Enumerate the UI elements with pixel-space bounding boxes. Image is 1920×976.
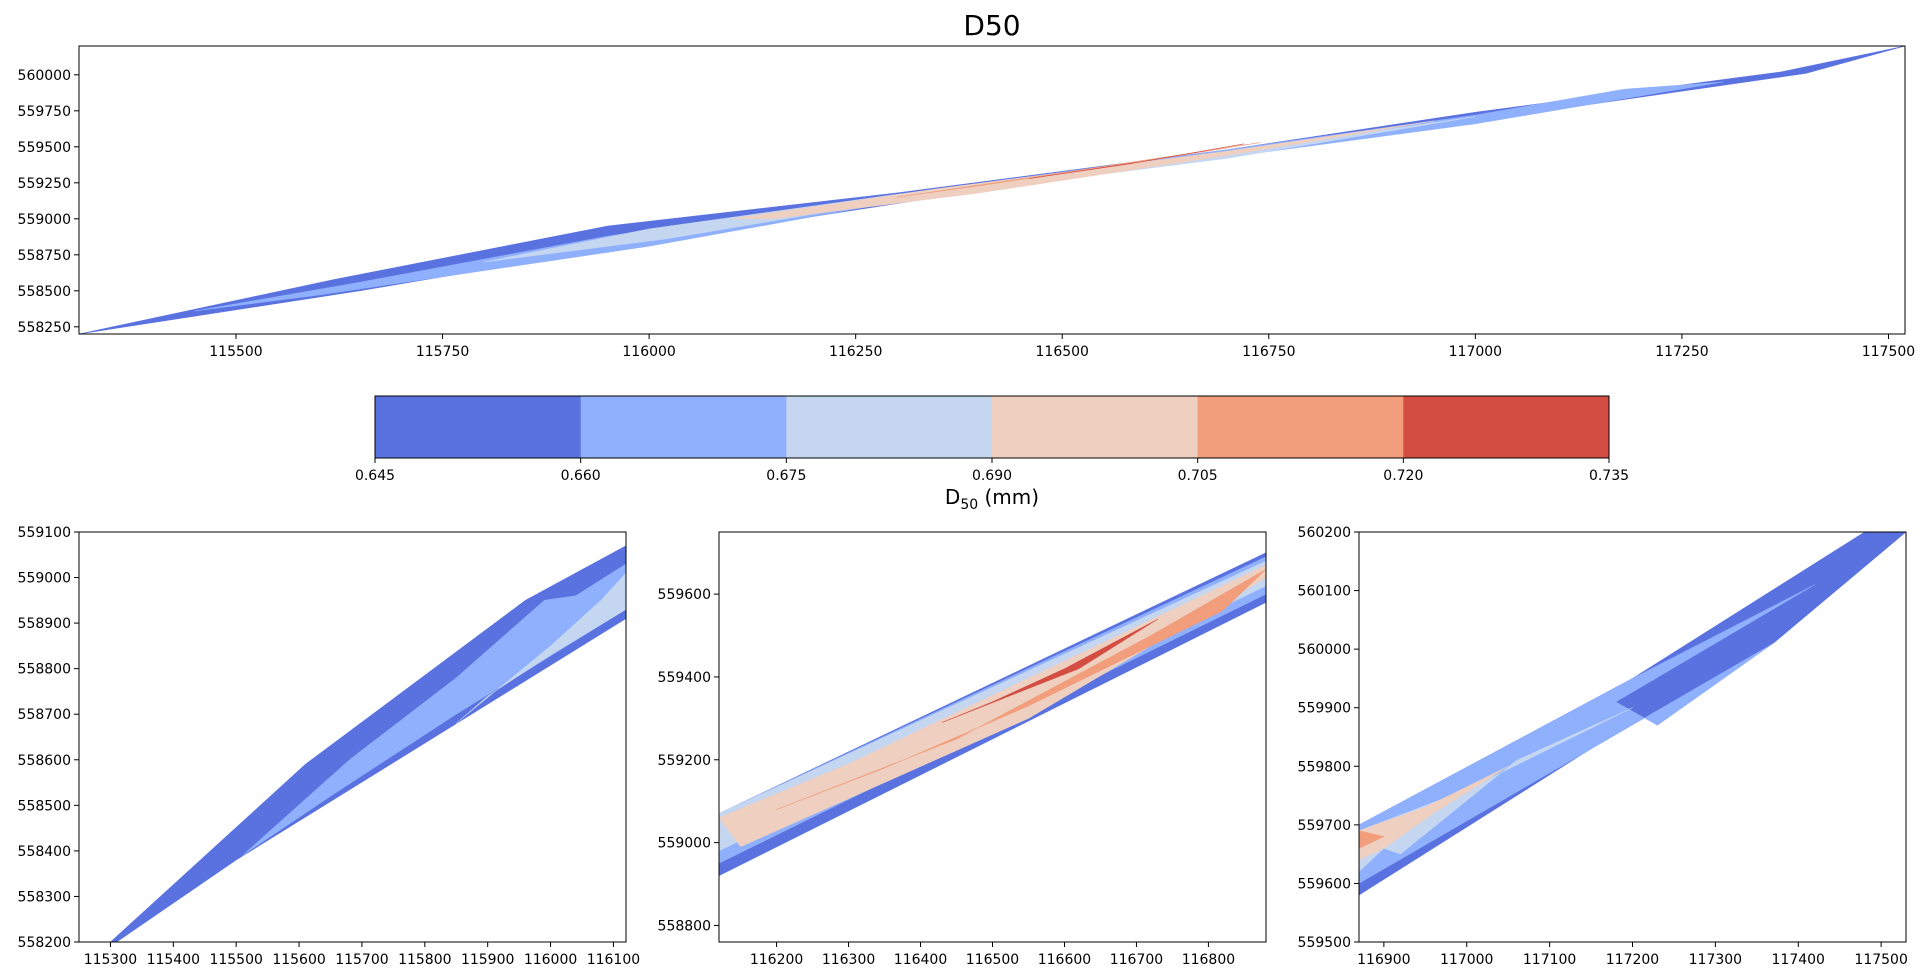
contour-region-level-5 — [942, 618, 1159, 723]
contour-region-level-4 — [1359, 830, 1385, 849]
x-tick-label: 116000 — [622, 344, 675, 360]
y-tick-label: 558750 — [18, 248, 71, 264]
contour-panel-3: 116200 116300 116400 116500 116600 116700 1168… — [658, 531, 1267, 968]
colorbar-segment-5 — [1403, 396, 1610, 458]
contour-region-level-3 — [1359, 766, 1509, 861]
x-tick-label: 116000 — [524, 952, 577, 968]
x-tick-label: 116900 — [1357, 952, 1410, 968]
x-tick-label: 115400 — [147, 952, 200, 968]
contour-region-level-5 — [1029, 143, 1245, 179]
y-tick-label: 560100 — [1298, 584, 1351, 600]
y-tick-label: 559000 — [18, 212, 71, 228]
colorbar-tick-label: 0.675 — [766, 468, 806, 484]
y-tick-label: 559600 — [1298, 876, 1351, 892]
x-tick-label: 115600 — [272, 952, 325, 968]
colorbar-tick-label: 0.645 — [355, 468, 395, 484]
x-tick-label: 117100 — [1523, 952, 1576, 968]
x-tick-label: 115750 — [416, 344, 469, 360]
x-tick-label: 115900 — [461, 952, 514, 968]
x-tick-label: 116300 — [822, 952, 875, 968]
y-tick-label: 559100 — [18, 525, 71, 541]
colorbar-segment-3 — [992, 396, 1199, 458]
x-tick-label: 117250 — [1655, 344, 1708, 360]
y-tick-label: 559500 — [1298, 935, 1351, 951]
y-tick-label: 558400 — [18, 844, 71, 860]
y-tick-label: 559600 — [658, 587, 711, 603]
y-tick-label: 560200 — [1298, 525, 1351, 541]
y-tick-label: 558800 — [658, 918, 711, 934]
y-tick-label: 559250 — [18, 176, 71, 192]
contour-region-level-2 — [1359, 707, 1633, 873]
colorbar: 0.645 0.660 0.675 0.690 0.705 0.720 0.735 — [355, 395, 1629, 484]
x-tick-label: 115800 — [398, 952, 451, 968]
y-tick-label: 559000 — [18, 571, 71, 587]
x-tick-label: 117500 — [1862, 344, 1915, 360]
contour-panel-0: 115500 115750 116000 116250 116500 116750 1170… — [18, 45, 1915, 360]
x-tick-label: 117500 — [1854, 952, 1907, 968]
x-tick-label: 117300 — [1689, 952, 1742, 968]
contour-panel-4: 116900 117000 117100 117200 117300 117400 1175… — [1298, 525, 1908, 968]
contour-panel-2: 115300 115400 115500 115600 115700 115800 1159… — [18, 525, 641, 968]
x-tick-label: 117200 — [1606, 952, 1659, 968]
colorbar-tick-label: 0.720 — [1383, 468, 1423, 484]
contour-region-level-4 — [896, 142, 1261, 198]
x-tick-label: 116500 — [1036, 344, 1089, 360]
y-tick-label: 558200 — [18, 935, 71, 951]
x-tick-label: 117400 — [1772, 952, 1825, 968]
y-tick-label: 559900 — [1298, 701, 1351, 717]
x-tick-label: 115500 — [209, 952, 262, 968]
x-tick-label: 116200 — [750, 952, 803, 968]
x-tick-label: 117000 — [1440, 952, 1493, 968]
x-tick-label: 116500 — [966, 952, 1019, 968]
x-tick-label: 115300 — [84, 952, 137, 968]
y-tick-label: 559700 — [1298, 818, 1351, 834]
y-tick-label: 559200 — [658, 753, 711, 769]
contour-region-level-4 — [776, 569, 1266, 810]
x-tick-label: 116100 — [587, 952, 640, 968]
x-tick-label: 116700 — [1110, 952, 1163, 968]
contour-region-level-2 — [456, 572, 626, 724]
y-tick-label: 558900 — [18, 616, 71, 632]
contour-region-level-1 — [242, 563, 626, 856]
colorbar-label: D50 (mm) — [945, 485, 1039, 513]
x-tick-label: 116800 — [1182, 952, 1235, 968]
y-tick-label: 559400 — [658, 670, 711, 686]
x-tick-label: 116250 — [829, 344, 882, 360]
colorbar-tick-label: 0.705 — [1178, 468, 1218, 484]
colorbar-tick-label: 0.660 — [561, 468, 601, 484]
y-tick-label: 558300 — [18, 889, 71, 905]
main-title: D50 — [963, 9, 1020, 42]
colorbar-tick-label: 0.690 — [972, 468, 1012, 484]
x-tick-label: 115500 — [209, 344, 262, 360]
y-tick-label: 560000 — [1298, 642, 1351, 658]
colorbar-segment-2 — [786, 396, 993, 458]
y-tick-label: 558250 — [18, 320, 71, 336]
y-tick-label: 559500 — [18, 140, 71, 156]
y-tick-label: 558600 — [18, 753, 71, 769]
y-tick-label: 559000 — [658, 836, 711, 852]
x-tick-label: 115700 — [335, 952, 388, 968]
y-tick-label: 559750 — [18, 104, 71, 120]
x-tick-label: 116400 — [894, 952, 947, 968]
y-tick-label: 558800 — [18, 662, 71, 678]
colorbar-segment-1 — [580, 396, 787, 458]
colorbar-segment-0 — [375, 396, 582, 458]
plot-frame — [78, 45, 1906, 335]
x-tick-label: 116750 — [1242, 344, 1295, 360]
colorbar-segment-4 — [1197, 396, 1404, 458]
y-tick-label: 558500 — [18, 798, 71, 814]
y-tick-label: 558700 — [18, 707, 71, 723]
y-tick-label: 559800 — [1298, 759, 1351, 775]
y-tick-label: 558500 — [18, 284, 71, 300]
contour-region-level-3 — [719, 564, 1266, 848]
y-tick-label: 560000 — [18, 68, 71, 84]
x-tick-label: 117000 — [1449, 344, 1502, 360]
colorbar-tick-label: 0.735 — [1589, 468, 1629, 484]
contour-region-level-1 — [194, 81, 1724, 312]
contour-region-level-1 — [1359, 584, 1815, 884]
plot-frame — [78, 531, 627, 943]
x-tick-label: 116600 — [1038, 952, 1091, 968]
contour-region-level-3 — [731, 120, 1435, 220]
